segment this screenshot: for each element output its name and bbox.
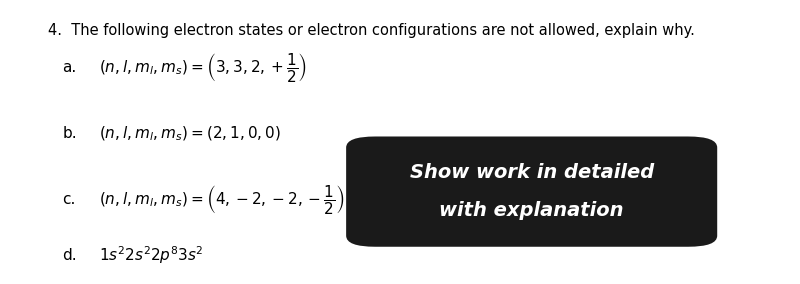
FancyBboxPatch shape bbox=[346, 137, 718, 247]
Text: $1s^{2}2s^{2}2p^{8}3s^{2}$: $1s^{2}2s^{2}2p^{8}3s^{2}$ bbox=[98, 244, 203, 266]
Text: d.: d. bbox=[62, 248, 77, 262]
Text: a.: a. bbox=[62, 60, 77, 75]
Text: 4.  The following electron states or electron configurations are not allowed, ex: 4. The following electron states or elec… bbox=[48, 24, 694, 38]
Text: c.: c. bbox=[62, 192, 76, 207]
Text: $(n, l, m_l, m_s) = \left(4, -2, -2, -\dfrac{1}{2}\right)$: $(n, l, m_l, m_s) = \left(4, -2, -2, -\d… bbox=[98, 183, 344, 216]
Text: Show work in detailed: Show work in detailed bbox=[410, 163, 654, 182]
Text: b.: b. bbox=[62, 126, 77, 141]
Text: $(n, l, m_l, m_s) = \left(3, 3, 2, +\dfrac{1}{2}\right)$: $(n, l, m_l, m_s) = \left(3, 3, 2, +\dfr… bbox=[98, 51, 307, 84]
Text: $(n, l, m_l, m_s) = (2, 1, 0, 0)$: $(n, l, m_l, m_s) = (2, 1, 0, 0)$ bbox=[98, 124, 281, 143]
Text: with explanation: with explanation bbox=[439, 201, 624, 220]
